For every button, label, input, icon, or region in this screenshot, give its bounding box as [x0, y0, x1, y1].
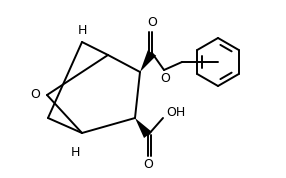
Text: O: O: [160, 72, 170, 85]
Text: O: O: [143, 158, 153, 171]
Text: H: H: [77, 23, 87, 36]
Text: OH: OH: [166, 106, 186, 119]
Text: O: O: [147, 15, 157, 28]
Text: O: O: [30, 88, 40, 101]
Text: H: H: [70, 146, 80, 159]
Polygon shape: [140, 50, 156, 72]
Polygon shape: [135, 118, 152, 138]
